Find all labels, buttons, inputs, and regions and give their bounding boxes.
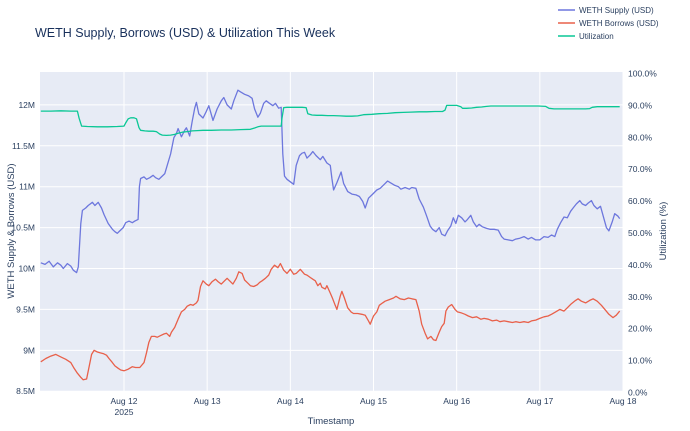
series-line-utilization [40,104,620,137]
y-left-tick-label: 10M [18,264,35,274]
series-line-weth-borrows-usd- [40,262,621,381]
y-left-tick-label: 9.5M [16,304,35,314]
chart-title: WETH Supply, Borrows (USD) & Utilization… [35,26,336,40]
y-left-tick-label: 8.5M [16,386,35,396]
x-tick-label: Aug 17 [526,396,553,406]
series-lines [40,89,621,381]
y-right-tick-label: 0.0% [628,387,648,397]
legend-label: WETH Borrows (USD) [579,19,659,28]
y-right-tick-label: 20.0% [628,324,653,334]
x-tick-label: Aug 14 [277,396,304,406]
y-left-tick-label: 11M [19,182,35,192]
y-left-tick-label: 12M [18,100,35,110]
x-axis-title: Timestamp [308,416,355,427]
legend-label: Utilization [579,32,614,41]
y-right-tick-label: 80.0% [628,132,653,142]
y-right-tick-label: 50.0% [628,228,653,238]
x-tick-label: Aug 15 [360,396,387,406]
legend: WETH Supply (USD) WETH Borrows (USD) Utili… [558,6,659,41]
y-right-tick-label: 10.0% [628,356,653,366]
y-right-tick-label: 60.0% [628,196,653,206]
y-left-axis-title: WETH Supply & Borrows (USD) [6,163,17,298]
y-left-tick-label: 11.5M [12,141,35,151]
series-line-weth-supply-usd- [40,89,621,274]
legend-item-2[interactable]: WETH Borrows (USD) [558,19,659,28]
y-right-tick-label: 30.0% [628,292,653,302]
x-tick-label: Aug 12 [111,396,138,406]
legend-label: WETH Supply (USD) [579,6,654,15]
legend-item-3[interactable]: Utilization [558,32,614,41]
legend-item-1[interactable]: WETH Supply (USD) [558,6,654,15]
y-right-axis-title: Utilization (%) [658,202,669,261]
y-left-tick-label: 9M [23,345,35,355]
x-tick-label: Aug 18 [610,396,637,406]
x-tick-label: Aug 13 [194,396,221,406]
y-right-tick-label: 70.0% [628,164,653,174]
x-tick-label: Aug 16 [443,396,470,406]
y-right-tick-label: 100.0% [628,68,657,78]
y-right-tick-label: 40.0% [628,260,653,270]
x-tick-year-label: 2025 [115,407,134,417]
y-right-tick-label: 90.0% [628,100,653,110]
gridlines [40,72,624,392]
y-left-tick-label: 10.5M [11,223,35,233]
plot-area[interactable] [40,72,623,391]
